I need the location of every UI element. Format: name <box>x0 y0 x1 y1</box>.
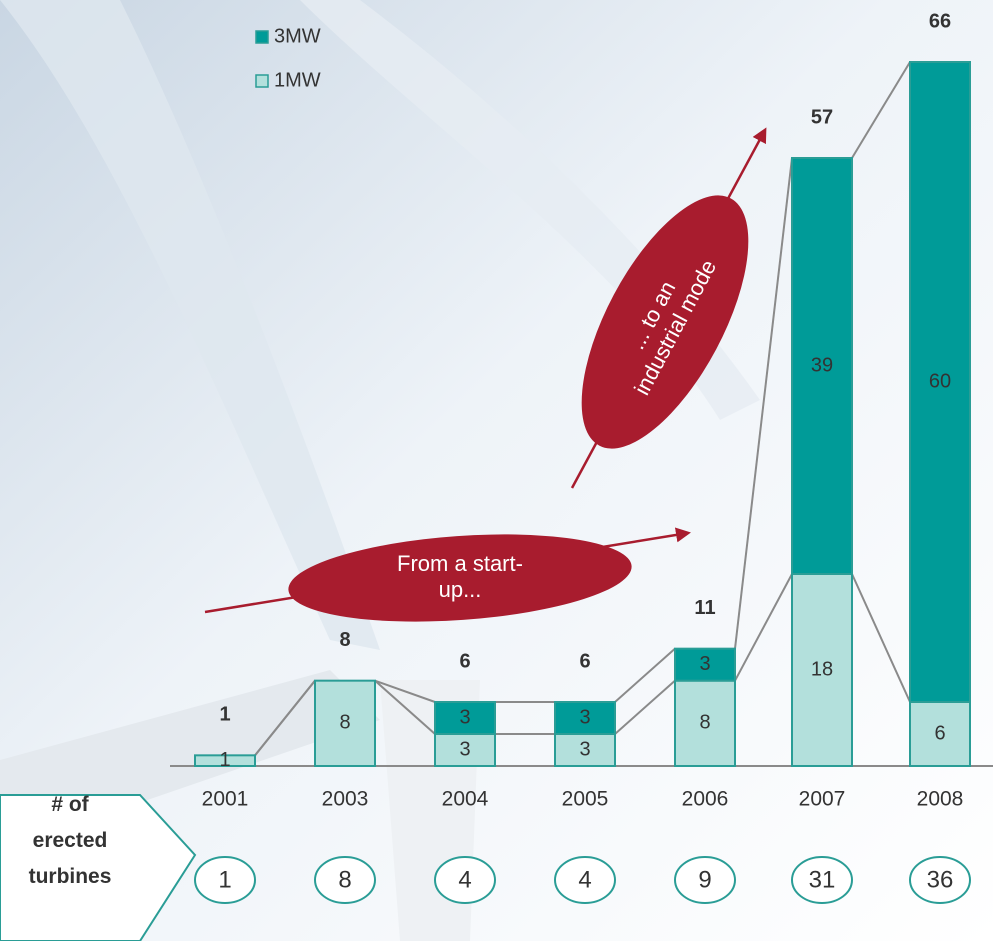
bar-segment <box>314 679 376 768</box>
turbine-count: 4 <box>578 866 591 893</box>
connector <box>851 61 911 159</box>
connector <box>734 573 793 682</box>
x-tick-label: 2008 <box>917 788 964 811</box>
bar-segment <box>909 701 971 767</box>
turbine-badge <box>434 856 496 904</box>
callout <box>581 195 749 449</box>
callout <box>288 534 632 622</box>
turbine-count: 31 <box>809 866 836 893</box>
x-tick-label: 2006 <box>682 788 729 811</box>
row-label: # of erected turbines <box>29 793 112 888</box>
segment-label: 1 <box>219 749 230 771</box>
bar-segment <box>434 701 496 735</box>
turbine-count: 1 <box>218 866 231 893</box>
segment-label: 3 <box>579 738 590 760</box>
annotation: From a start-up... <box>397 551 523 602</box>
turbine-badge <box>554 856 616 904</box>
turbine-badge <box>674 856 736 904</box>
total-label: 11 <box>694 597 715 619</box>
label-box <box>0 794 197 941</box>
segment-label: 39 <box>811 354 833 376</box>
turbine-count: 36 <box>927 866 954 893</box>
turbine-count: 4 <box>458 866 471 893</box>
segment-label: 3 <box>459 706 470 728</box>
bar-segment <box>909 61 971 703</box>
turbine-badge <box>314 856 376 904</box>
legend-swatch <box>255 30 269 44</box>
turbine-count: 9 <box>698 866 711 893</box>
total-label: 66 <box>929 10 951 32</box>
segment-label: 8 <box>339 712 350 734</box>
blade <box>0 0 380 650</box>
bar-segment <box>674 679 736 768</box>
connector <box>614 647 676 703</box>
bar-segment <box>791 157 853 575</box>
segment-label: 60 <box>929 370 951 392</box>
bar-segment <box>194 754 256 767</box>
x-tick-label: 2004 <box>442 788 489 811</box>
total-label: 57 <box>811 106 833 128</box>
segment-label: 3 <box>699 653 710 675</box>
legend-label: 1MW <box>274 69 321 91</box>
turbine-badge <box>909 856 971 904</box>
legend-label: 3MW <box>274 25 321 47</box>
x-tick-label: 2007 <box>799 788 846 811</box>
segment-label: 3 <box>459 738 470 760</box>
x-tick-label: 2003 <box>322 788 369 811</box>
connector <box>374 679 436 703</box>
bar-segment <box>791 573 853 767</box>
connector <box>614 679 676 735</box>
turbine-badge <box>194 856 256 904</box>
legend-swatch <box>255 74 269 88</box>
bar-segment <box>554 701 616 735</box>
total-label: 6 <box>459 650 470 672</box>
connector <box>254 680 316 756</box>
x-tick-label: 2005 <box>562 788 609 811</box>
connector <box>374 679 436 735</box>
plot: 1120011882003833620044336200548311200691… <box>29 10 993 904</box>
segment-label: 3 <box>579 706 590 728</box>
turbine-badge <box>791 856 853 904</box>
total-label: 6 <box>579 650 590 672</box>
bar-segment <box>554 733 616 767</box>
bar-segment <box>674 647 736 682</box>
connector <box>851 573 911 703</box>
total-label: 8 <box>339 629 350 651</box>
total-label: 1 <box>219 704 230 726</box>
turbine-count: 8 <box>338 866 351 893</box>
segment-label: 6 <box>934 722 945 744</box>
segment-label: 18 <box>811 658 833 680</box>
x-tick-label: 2001 <box>202 788 249 811</box>
segment-label: 8 <box>699 712 710 734</box>
connector <box>734 157 793 649</box>
